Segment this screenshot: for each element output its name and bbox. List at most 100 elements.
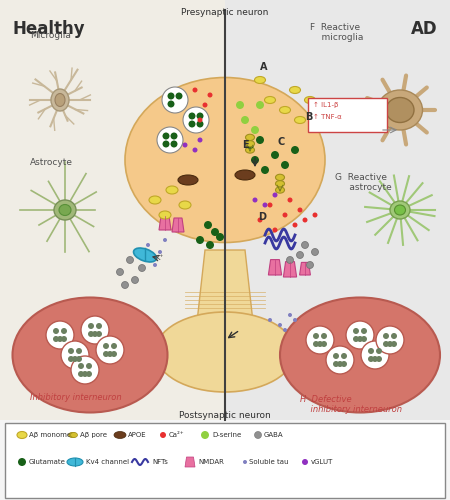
Circle shape: [46, 321, 74, 349]
Circle shape: [18, 458, 26, 466]
Circle shape: [153, 263, 157, 267]
Circle shape: [313, 341, 319, 347]
Circle shape: [243, 460, 247, 464]
Ellipse shape: [155, 312, 295, 392]
Ellipse shape: [235, 170, 255, 180]
Ellipse shape: [279, 106, 291, 114]
Circle shape: [193, 148, 198, 152]
Ellipse shape: [378, 90, 423, 130]
Text: D-serine: D-serine: [212, 432, 241, 438]
Ellipse shape: [55, 94, 65, 106]
Circle shape: [302, 218, 307, 222]
Ellipse shape: [275, 180, 284, 187]
Text: D: D: [258, 212, 266, 222]
Text: GABA: GABA: [264, 432, 284, 438]
Ellipse shape: [71, 432, 77, 438]
Text: G  Reactive
     astrocyte: G Reactive astrocyte: [335, 172, 392, 192]
Circle shape: [297, 208, 302, 212]
Circle shape: [111, 343, 117, 349]
Circle shape: [278, 323, 282, 327]
Ellipse shape: [17, 432, 27, 438]
Text: B: B: [305, 112, 312, 122]
Circle shape: [61, 341, 89, 369]
Circle shape: [81, 316, 109, 344]
Circle shape: [387, 341, 393, 347]
FancyBboxPatch shape: [0, 0, 225, 420]
Polygon shape: [300, 262, 310, 275]
Ellipse shape: [114, 432, 126, 438]
Circle shape: [103, 351, 109, 357]
Circle shape: [333, 353, 339, 359]
Circle shape: [302, 459, 308, 465]
Text: H  Defective
    inhibitory interneuron: H Defective inhibitory interneuron: [300, 394, 402, 414]
Polygon shape: [159, 216, 171, 230]
Text: ↑ IL1-β: ↑ IL1-β: [313, 102, 338, 108]
Text: Glutamate: Glutamate: [29, 459, 66, 465]
Circle shape: [171, 140, 177, 147]
Ellipse shape: [69, 432, 76, 438]
Text: Astrocyte: Astrocyte: [30, 158, 73, 167]
Circle shape: [146, 243, 150, 247]
Text: AD: AD: [411, 20, 438, 38]
Circle shape: [61, 336, 67, 342]
Ellipse shape: [13, 298, 167, 412]
Text: K⁺: K⁺: [155, 255, 163, 261]
Circle shape: [361, 328, 367, 334]
Circle shape: [273, 192, 278, 198]
Polygon shape: [185, 457, 195, 467]
Ellipse shape: [179, 201, 191, 209]
Circle shape: [297, 252, 303, 258]
Circle shape: [76, 348, 82, 354]
Circle shape: [283, 328, 287, 332]
Circle shape: [251, 156, 259, 164]
Circle shape: [326, 346, 354, 374]
Circle shape: [117, 268, 123, 276]
Circle shape: [193, 88, 198, 92]
Circle shape: [167, 100, 175, 107]
Ellipse shape: [294, 116, 306, 123]
Circle shape: [306, 262, 314, 268]
Circle shape: [353, 336, 359, 342]
Circle shape: [163, 238, 167, 242]
Circle shape: [268, 318, 272, 322]
Circle shape: [88, 323, 94, 329]
Ellipse shape: [159, 211, 171, 219]
Circle shape: [256, 101, 264, 109]
Circle shape: [353, 328, 359, 334]
Circle shape: [317, 341, 323, 347]
Circle shape: [171, 132, 177, 140]
Circle shape: [376, 348, 382, 354]
Circle shape: [139, 264, 145, 272]
Circle shape: [111, 351, 117, 357]
Text: vGLUT: vGLUT: [311, 459, 333, 465]
Circle shape: [202, 102, 207, 108]
Circle shape: [61, 328, 67, 334]
Circle shape: [302, 242, 309, 248]
Circle shape: [197, 112, 203, 119]
Circle shape: [198, 118, 203, 122]
Text: NFTs: NFTs: [152, 459, 168, 465]
Circle shape: [283, 212, 288, 218]
Circle shape: [160, 432, 166, 438]
Text: Aβ monomer: Aβ monomer: [29, 432, 74, 438]
Circle shape: [333, 361, 339, 367]
Circle shape: [361, 336, 367, 342]
Circle shape: [189, 120, 195, 128]
Circle shape: [337, 361, 343, 367]
Circle shape: [372, 356, 378, 362]
Ellipse shape: [265, 96, 275, 103]
Ellipse shape: [246, 134, 255, 140]
Circle shape: [122, 282, 129, 288]
Circle shape: [241, 116, 249, 124]
Ellipse shape: [289, 86, 301, 94]
Circle shape: [313, 333, 319, 339]
Circle shape: [211, 228, 219, 236]
Ellipse shape: [275, 174, 284, 180]
Circle shape: [96, 331, 102, 337]
Ellipse shape: [67, 458, 83, 466]
Circle shape: [86, 371, 92, 377]
Circle shape: [72, 356, 78, 362]
Ellipse shape: [125, 78, 325, 242]
Circle shape: [376, 356, 382, 362]
Circle shape: [103, 343, 109, 349]
